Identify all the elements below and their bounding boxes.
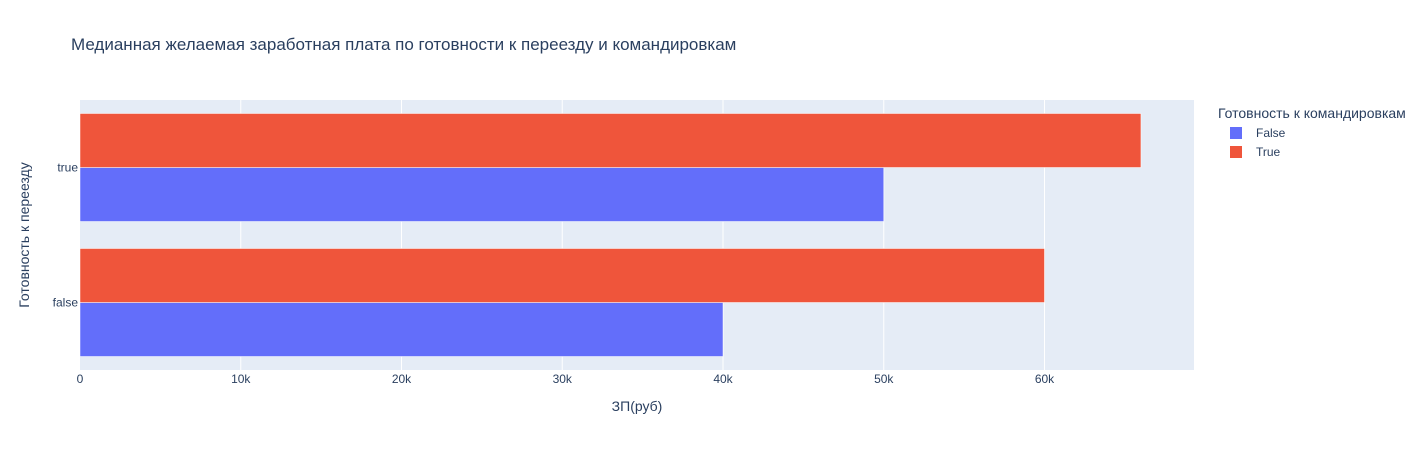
chart-title: Медианная желаемая заработная плата по г… xyxy=(71,35,736,54)
x-tick-label: 40k xyxy=(713,372,733,386)
legend: Готовность к командировкам False True xyxy=(1218,105,1406,159)
legend-label: True xyxy=(1256,145,1281,159)
legend-swatch xyxy=(1230,127,1242,139)
bar-false-false xyxy=(79,302,724,357)
x-axis-title: ЗП(руб) xyxy=(612,398,663,414)
legend-title: Готовность к командировкам xyxy=(1218,105,1406,121)
legend-items: False True xyxy=(1230,126,1286,159)
bar-false-true xyxy=(79,167,885,222)
bar-true-true xyxy=(79,113,1142,168)
x-axis-ticks: 0 10k 20k 30k 40k 50k 60k xyxy=(77,372,1056,386)
x-tick-label: 50k xyxy=(874,372,894,386)
x-tick-label: 30k xyxy=(553,372,573,386)
x-tick-label: 60k xyxy=(1035,372,1055,386)
x-tick-label: 0 xyxy=(77,372,84,386)
y-axis-title: Готовность к переезду xyxy=(16,162,32,307)
legend-label: False xyxy=(1256,126,1286,140)
y-axis-ticks: false true xyxy=(53,161,79,310)
x-tick-label: 20k xyxy=(392,372,412,386)
bar-true-false xyxy=(79,248,1045,303)
y-tick-label: false xyxy=(53,296,79,310)
y-tick-label: true xyxy=(57,161,78,175)
x-tick-label: 10k xyxy=(231,372,251,386)
bars xyxy=(79,113,1142,357)
legend-swatch xyxy=(1230,146,1242,158)
